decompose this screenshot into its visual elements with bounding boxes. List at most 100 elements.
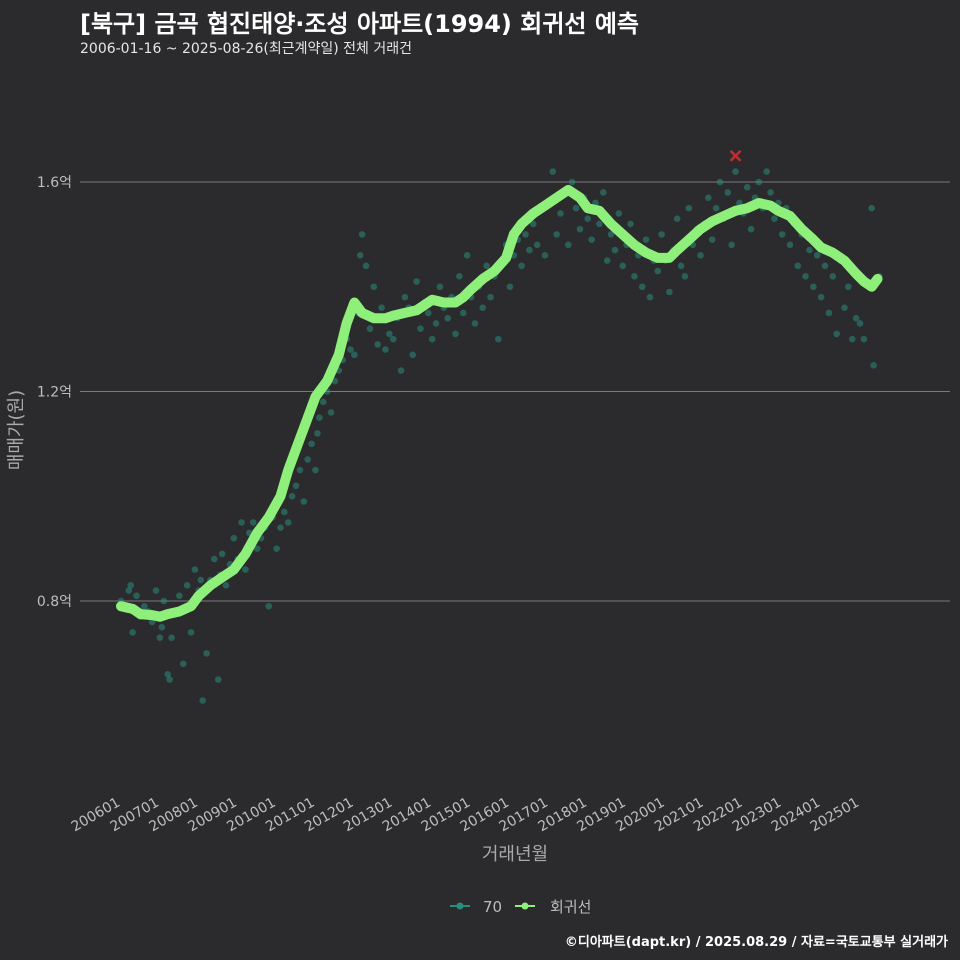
- scatter-point: [763, 168, 770, 175]
- scatter-point: [273, 545, 280, 552]
- scatter-point: [459, 309, 467, 317]
- scatter-point: [549, 168, 557, 175]
- scatter-point: [817, 293, 825, 301]
- scatter-point: [638, 283, 646, 291]
- scatter-point: [666, 288, 673, 296]
- scatter-point: [222, 581, 230, 589]
- scatter-point: [370, 283, 378, 291]
- scatter-point: [677, 262, 685, 270]
- scatter-point: [728, 241, 735, 249]
- scatter-point: [176, 592, 183, 600]
- scatter-point: [214, 676, 222, 683]
- scatter-point: [378, 304, 385, 312]
- scatter-point: [389, 335, 397, 343]
- scatter-point: [845, 283, 852, 291]
- scatter-point: [658, 231, 665, 238]
- scatter-point: [386, 330, 393, 338]
- scatter-point: [191, 566, 199, 573]
- scatter-point: [277, 524, 284, 531]
- scatter-point: [374, 341, 382, 348]
- scatter-point: [238, 519, 245, 526]
- scatter-point: [786, 241, 794, 249]
- scatter-point: [179, 660, 187, 668]
- scatter-point: [599, 189, 607, 196]
- scatter-point: [471, 320, 479, 327]
- scatter-point: [767, 189, 774, 196]
- scatter-point: [755, 178, 763, 186]
- scatter-point: [747, 225, 755, 233]
- scatter-point: [133, 592, 140, 600]
- scatter-point: [778, 231, 786, 238]
- scatter-point: [712, 204, 720, 212]
- scatter-point: [312, 466, 319, 474]
- scatter-point: [308, 440, 315, 448]
- scatter-point: [654, 267, 662, 275]
- scatter-point: [529, 220, 537, 228]
- scatter-point: [397, 367, 405, 374]
- y-axis-ticks: 0.8억 1.2억 1.6억: [37, 175, 72, 610]
- scatter-point: [642, 236, 650, 243]
- scatter-point: [852, 314, 860, 322]
- scatter-point: [327, 409, 335, 416]
- scatter-point: [821, 262, 829, 270]
- scatter-point: [432, 320, 440, 327]
- scatter-point: [156, 634, 164, 641]
- scatter-point: [572, 204, 580, 212]
- scatter-point: [607, 231, 615, 238]
- scatter-point: [732, 168, 739, 175]
- scatter-point: [646, 293, 654, 301]
- scatter-point: [417, 325, 424, 332]
- scatter-point: [806, 246, 813, 254]
- scatter-point: [199, 697, 206, 704]
- scatter-point: [197, 576, 205, 584]
- legend-item-scatter: 70: [483, 898, 502, 916]
- chart-subtitle: 2006-01-16 ~ 2025-08-26(최근계약일) 전체 거래건: [80, 41, 412, 57]
- scatter-point: [479, 304, 487, 312]
- scatter-point: [125, 587, 133, 594]
- scatter-point: [362, 262, 370, 270]
- scatter-point: [316, 414, 323, 421]
- scatter-point: [541, 252, 549, 259]
- scatter-point: [164, 671, 171, 678]
- scatter-series: [117, 168, 883, 704]
- scatter-point: [533, 241, 541, 249]
- scatter-point: [564, 241, 572, 249]
- scatter-point: [168, 634, 175, 641]
- scatter-point: [253, 545, 261, 552]
- scatter-point: [183, 581, 191, 589]
- highlight-x-stroke: [729, 149, 742, 162]
- scatter-point: [211, 555, 218, 563]
- scatter-point: [304, 456, 311, 463]
- scatter-point: [483, 262, 490, 270]
- scatter-point: [631, 272, 638, 280]
- scatter-point: [351, 351, 358, 359]
- scatter-point: [522, 231, 529, 238]
- scatter-point: [685, 204, 693, 212]
- scatter-point: [409, 351, 417, 359]
- scatter-point: [382, 346, 389, 353]
- scatter-point: [187, 629, 195, 636]
- scatter-point: [218, 550, 226, 558]
- scatter-point: [356, 252, 364, 259]
- scatter-point: [615, 210, 623, 217]
- scatter-point: [494, 335, 502, 343]
- scatter-point: [705, 194, 712, 202]
- scatter-point: [841, 304, 848, 312]
- grid-lines: [80, 181, 950, 602]
- scatter-point: [230, 534, 238, 542]
- scatter-point: [129, 629, 136, 636]
- scatter-point: [319, 398, 327, 406]
- scatter-point: [673, 215, 681, 222]
- legend-line-dot-icon: [521, 902, 529, 910]
- scatter-point: [825, 309, 833, 317]
- scatter-point: [724, 189, 732, 196]
- scatter-point: [506, 283, 514, 291]
- scatter-point: [568, 178, 576, 186]
- scatter-point: [413, 278, 420, 285]
- legend: 70 회귀선: [450, 898, 591, 916]
- scatter-point: [436, 283, 444, 291]
- scatter-point: [716, 178, 724, 186]
- scatter-point: [627, 220, 634, 228]
- scatter-point: [203, 650, 210, 657]
